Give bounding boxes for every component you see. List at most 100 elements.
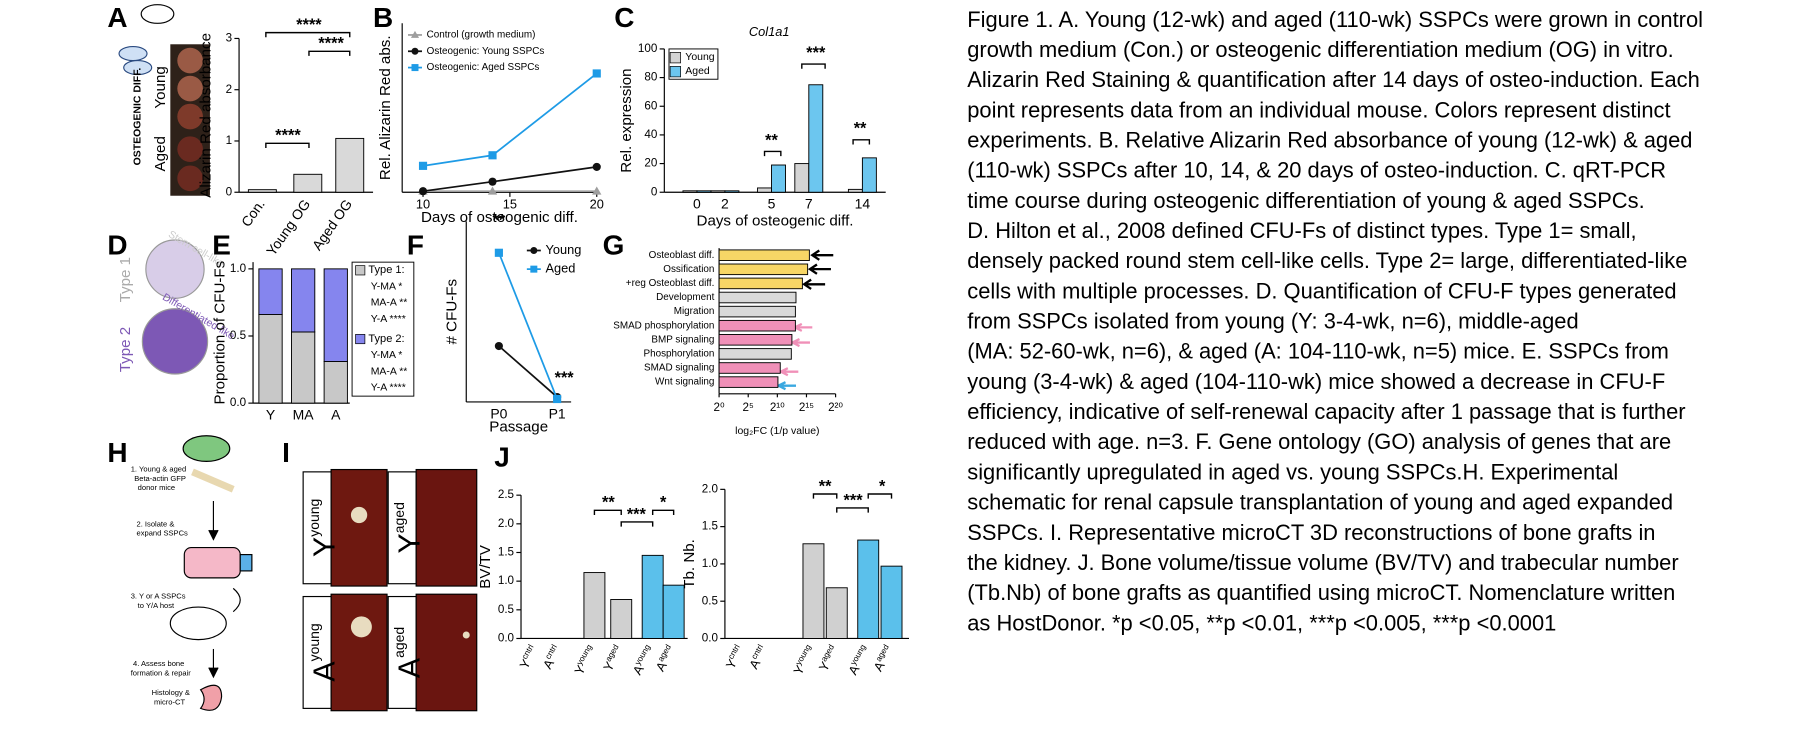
bar [718,263,809,276]
y-axis-label: Alizarin Red absorbance [197,33,214,198]
point [488,151,497,160]
x-tick-label: Ycntrl [722,643,748,672]
x-tick-label: 0 [693,196,701,212]
x-tick-label: Yyoung [790,643,819,678]
panel-letter: B [373,2,393,33]
x-tick-label: P0 [490,405,507,421]
category-sub: cntrl [726,643,742,661]
y-tick-label: 80 [644,71,657,84]
legend-label: Control (growth medium) [427,30,536,41]
category-label: Development [656,292,715,303]
panel-h-schematic [169,435,253,711]
category-sub: young [794,643,813,667]
category-label: Wnt signaling [655,377,714,388]
y-tick-label: 0 [226,185,233,198]
x-tick-label: 2⁵ [743,401,754,414]
bar [682,190,698,193]
step-label: formation & repair [131,668,192,677]
panel-letter: E [212,229,231,260]
side-label: OSTEOGENIC DIFF. [132,68,143,166]
significance: ** [854,120,867,138]
series-line [422,166,597,193]
caption-line: as HostDonor. *p <0.05, **p <0.01, ***p … [967,610,1556,635]
y-tick-label: 0.5 [498,603,514,616]
y-axis-label: Proportion of CFU-Fs [211,260,228,404]
graft-label: Yyoung [305,499,341,557]
bar [258,268,283,315]
bracket [651,509,675,515]
category-sub: cntrl [750,643,766,661]
type-label: Type 1 [117,257,134,302]
y-tick-label: 1.0 [702,557,719,570]
panel-d-image [141,239,209,375]
legend-symbol [530,265,538,273]
bracket [265,31,351,38]
bar [247,189,277,193]
category-sub: cntrl [520,643,536,661]
bracket [852,139,871,145]
category-sub: aged [819,643,836,663]
step-label: 3. Y or A SSPCs [131,592,186,601]
x-tick-label: Yaged [815,643,842,674]
bar [724,190,740,193]
legend-symbol [411,47,419,55]
y-tick-label: 2 [226,83,232,96]
significance: ** [602,494,615,512]
step-label: 4. Assess bone [133,659,184,668]
x-tick-label: Ayoung [629,643,658,678]
legend-symbol [411,64,419,72]
legend-stat: Y-A **** [371,314,406,325]
x-axis-label: Passage [489,419,548,436]
x-tick-label: P1 [549,405,566,421]
x-tick-label: 2 [721,196,729,212]
caption-line: young (3-4-wk) & aged (104-110-wk) mice … [967,369,1665,394]
y-tick-label: 3 [226,32,232,45]
y-axis-label: Rel. Alizarin Red abs. [377,35,394,180]
y-tick-label: 0.0 [702,632,719,645]
legend-stat: MA-A ** [371,366,408,377]
bar [718,362,781,374]
bar [335,137,365,193]
y-axis-label: BV/TV [477,544,494,589]
legend-swatch [669,66,681,78]
bracket [812,493,838,499]
x-tick-label: 2²⁰ [828,401,843,414]
point [494,248,503,257]
legend-label: Aged [545,261,575,276]
bar [258,314,283,404]
bar [757,187,772,193]
y-tick-label: 0.5 [702,594,718,607]
category-sub: aged [604,643,621,663]
panel-letter: G [603,229,625,260]
series-line [498,345,558,398]
bar [710,190,726,193]
legend-label: Osteogenic: Young SSPCs [427,46,545,57]
y-tick-label: 2.0 [498,517,515,530]
bar [802,543,825,639]
category-sub: young [575,643,594,667]
category-label: Migration [674,306,715,317]
significance: * [879,477,886,495]
bar [718,277,803,290]
y-axis-label: # CFU-Fs [443,278,460,344]
caption-line: (MA: 52-60-wk, n=6), & aged (A: 104-110-… [967,339,1669,364]
bar [718,291,797,304]
x-tick-label: 2¹⁵ [799,401,814,414]
category-label: BMP signaling [651,334,714,345]
y-axis-label: Tb. Nb. [681,539,698,589]
point [553,394,562,404]
graft-host: Y [393,533,426,553]
caption-line: the kidney. J. Bone volume/tissue volume… [967,550,1678,575]
panel-letter: A [107,2,127,33]
bracket [867,493,893,499]
bar [825,587,848,639]
y-tick-label: 2.0 [702,482,719,495]
category-label: SMAD signaling [644,363,714,374]
bar [771,164,786,193]
bracket [308,50,351,56]
caption-line: (110-wk) SSPCs after 10, 14, & 20 days o… [967,158,1666,183]
point [487,186,498,195]
x-tick-label: 2⁰ [714,401,725,414]
y-tick-label: 100 [638,42,658,55]
x-tick-label: 15 [503,196,517,211]
